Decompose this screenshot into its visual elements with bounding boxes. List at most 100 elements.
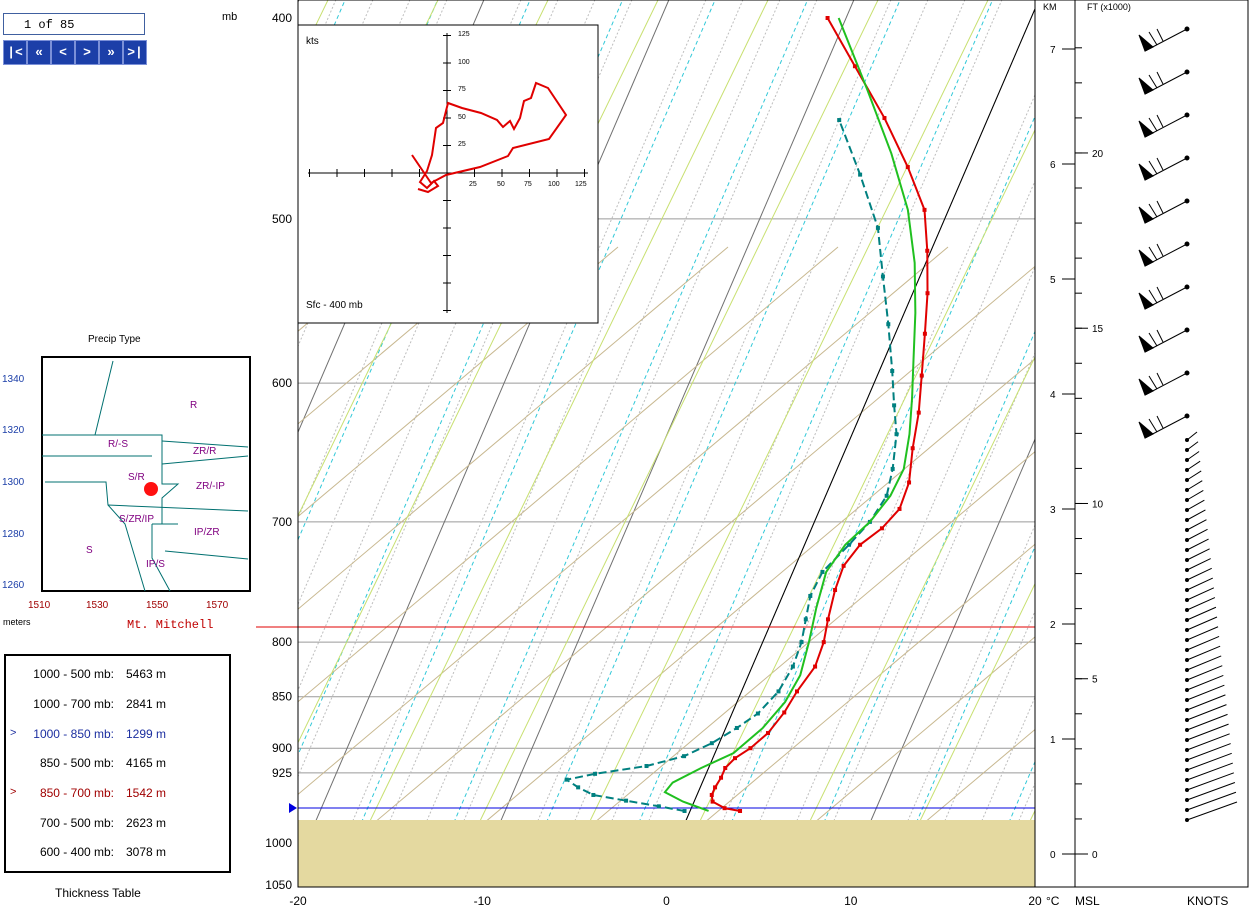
profile-point	[890, 466, 895, 471]
thickness-row-selected: >850 - 700 mb: 1542 m	[6, 786, 229, 806]
isotherm-line	[582, 0, 966, 887]
wind-barb-flag	[1138, 120, 1154, 138]
hodograph-caption: Sfc - 400 mb	[306, 300, 363, 311]
profile-point	[748, 746, 753, 751]
dry-adiabat-line	[298, 246, 839, 703]
temperature-tick-label: 20	[1028, 894, 1042, 908]
region-ip-zr: IP/ZR	[194, 527, 220, 538]
profile-point	[858, 542, 863, 547]
wind-barb-station	[1185, 618, 1189, 622]
isotherm-line	[1064, 0, 1256, 887]
hodograph-tick-labels: 125 100 75 50 25 25 50 75 100 125	[458, 31, 587, 188]
wind-barb-station	[1185, 528, 1189, 532]
profile-point	[776, 689, 781, 694]
profile-point	[880, 274, 885, 279]
wind-barb-feather	[1156, 28, 1164, 42]
isotherm-line	[0, 0, 77, 887]
wind-barb-staff	[1186, 548, 1210, 561]
isotherm-line	[434, 0, 818, 887]
rewind-button[interactable]: «	[27, 40, 51, 65]
profile-line-2	[663, 17, 917, 812]
profile-point	[884, 493, 889, 498]
wind-barb-station	[1185, 628, 1189, 632]
row-layer: 1000 - 700 mb:	[33, 697, 114, 711]
thickness-row: 700 - 500 mb: 2623 m	[6, 816, 229, 836]
first-frame-button[interactable]: |<	[3, 40, 27, 65]
profile-point	[723, 765, 728, 770]
mixing-ratio-line	[703, 115, 1035, 887]
wind-barb-staff	[1186, 567, 1212, 581]
next-frame-button[interactable]: >	[75, 40, 99, 65]
knots-label: KNOTS	[1187, 894, 1228, 908]
wind-barb-staff	[1186, 674, 1224, 691]
msl-label: MSL	[1075, 894, 1100, 908]
row-layer: 600 - 400 mb:	[39, 845, 114, 859]
ground-layer	[298, 820, 1035, 887]
wind-barb-feather	[1156, 200, 1164, 214]
profile-point	[710, 799, 715, 804]
thickness-row: 1000 - 500 mb: 5463 m	[6, 667, 229, 687]
profile-point	[820, 569, 825, 574]
wind-barb-staff	[1186, 791, 1237, 811]
temperature-tick-label: -20	[289, 894, 307, 908]
mixing-ratio-line	[0, 0, 160, 887]
profile-point	[894, 432, 899, 437]
profile-point	[890, 369, 895, 374]
moist-adiabat-line	[0, 0, 108, 887]
hodograph: kts Sfc - 400 mb 125 100 75 50 25 25 50 …	[297, 24, 599, 324]
isotherm-line	[0, 0, 3, 887]
isotherm-line	[397, 0, 781, 887]
ft-tick-label: 5	[1092, 675, 1098, 686]
wind-barb-feather	[1156, 114, 1164, 128]
isotherm-line	[360, 0, 744, 887]
profile-point	[709, 792, 714, 797]
ft-tick-label: 20	[1092, 149, 1104, 160]
profile-point	[841, 563, 846, 568]
isotherm-line	[0, 0, 188, 887]
wind-barb-staff	[1186, 723, 1229, 741]
wind-barb-station	[1185, 728, 1189, 732]
profile-point	[907, 480, 912, 485]
profile-point	[886, 322, 891, 327]
profile-point	[593, 771, 598, 776]
moist-adiabat-line	[0, 0, 218, 887]
wind-barb-feather	[1148, 160, 1158, 175]
ft-tick-label: 15	[1092, 324, 1104, 335]
wind-barb-station	[1184, 413, 1190, 419]
thickness-row-selected: >1000 - 850 mb: 1299 m	[6, 727, 229, 747]
wind-barb-station	[1184, 370, 1190, 376]
wind-barb-station	[1184, 284, 1190, 290]
previous-frame-button[interactable]: <	[51, 40, 75, 65]
frame-navigation: |< « < > » >|	[3, 40, 147, 65]
pressure-tick-label: 600	[272, 376, 292, 390]
wind-barb-station	[1185, 798, 1189, 802]
dry-adiabat-line	[847, 728, 1035, 887]
wind-barb-feather	[1156, 286, 1164, 300]
region-zr-r: ZR/R	[193, 446, 216, 457]
wind-barb-staff	[1186, 655, 1222, 671]
wind-barb-flag	[1138, 34, 1154, 52]
last-frame-button[interactable]: >|	[123, 40, 147, 65]
precip-xtick: 1550	[146, 600, 169, 611]
region-r-s: R/-S	[108, 439, 128, 450]
wind-barb-staff	[1186, 480, 1203, 491]
dry-adiabat-line	[737, 636, 1035, 887]
wind-barb-station	[1185, 778, 1189, 782]
pressure-tick-label: 900	[272, 741, 292, 755]
isotherm-line	[298, 0, 670, 864]
profile-point	[755, 711, 760, 716]
wind-barb-staff	[1186, 460, 1201, 471]
precip-ytick: 1340	[2, 374, 25, 385]
sounding-profiles	[564, 16, 930, 813]
wind-barb-staff	[1186, 626, 1219, 641]
dry-adiabat-line	[1178, 247, 1256, 887]
wind-barb-staff	[1186, 606, 1217, 621]
profile-line-0	[710, 17, 929, 812]
wind-barb-station	[1185, 698, 1189, 702]
profile-point	[576, 785, 581, 790]
wind-barb-station	[1185, 548, 1189, 552]
fast-forward-button[interactable]: »	[99, 40, 123, 65]
wind-barb-feather	[1156, 372, 1164, 386]
row-layer: 1000 - 500 mb:	[33, 667, 114, 681]
wind-barb-station	[1185, 488, 1189, 492]
